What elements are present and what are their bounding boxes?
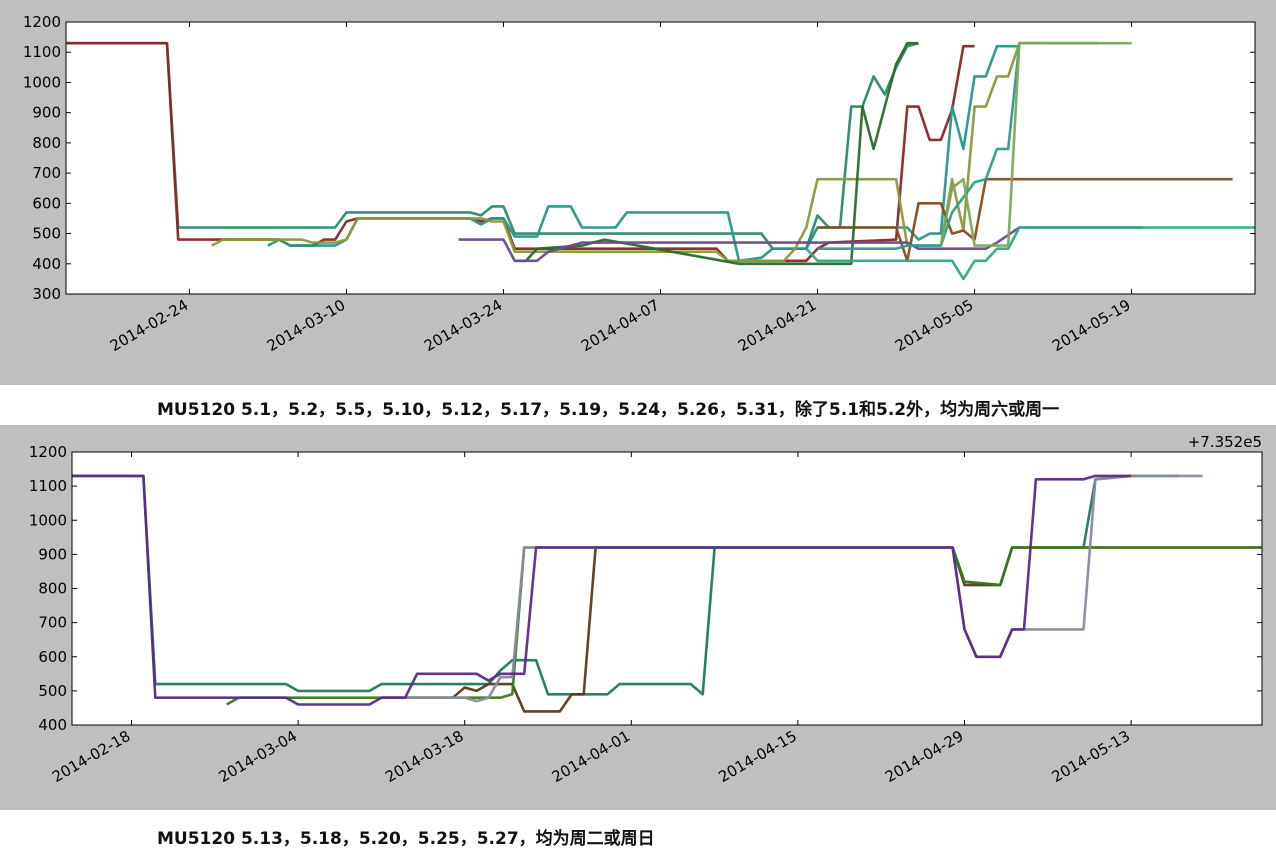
top-chart: 3004005006007008009001000110012002014-02… <box>0 0 1276 385</box>
bottom-chart-caption: MU5120 5.13，5.18，5.20，5.25，5.27，均为周二或周日 <box>157 829 655 849</box>
y-tick-label: 800 <box>32 134 61 152</box>
y-tick-label: 1200 <box>23 13 61 31</box>
y-tick-label: 900 <box>38 545 67 563</box>
y-tick-label: 1100 <box>29 477 67 495</box>
y-tick-label: 500 <box>32 225 61 243</box>
y-tick-label: 600 <box>32 194 61 212</box>
y-tick-label: 1200 <box>29 443 67 461</box>
y-tick-label: 900 <box>32 104 61 122</box>
series-line-4 <box>211 41 1042 263</box>
y-tick-label: 400 <box>32 255 61 273</box>
series-line-9 <box>817 41 1098 250</box>
top-chart-caption: MU5120 5.1，5.2，5.5，5.10，5.12，5.17，5.19，5… <box>157 400 1060 420</box>
y-tick-label: 600 <box>38 648 67 666</box>
y-tick-label: 1000 <box>23 73 61 91</box>
y-tick-label: 700 <box>32 164 61 182</box>
series-line-10 <box>939 41 1132 247</box>
plot-area <box>72 452 1262 725</box>
series-line-8 <box>805 226 1255 281</box>
x-offset-label: +7.352e5 <box>1188 433 1262 451</box>
y-tick-label: 1100 <box>23 43 61 61</box>
series-line-5 <box>72 474 1132 706</box>
y-tick-label: 400 <box>38 716 67 734</box>
y-tick-label: 700 <box>38 614 67 632</box>
series-group <box>72 474 1262 713</box>
bottom-chart: 4005006007008009001000110012002014-02-18… <box>0 425 1276 810</box>
y-tick-label: 1000 <box>29 511 67 529</box>
y-tick-label: 500 <box>38 682 67 700</box>
series-line-6 <box>514 41 919 266</box>
y-tick-label: 300 <box>32 285 61 303</box>
y-tick-label: 800 <box>38 580 67 598</box>
series-group <box>66 41 1255 281</box>
plot-area <box>66 22 1255 294</box>
